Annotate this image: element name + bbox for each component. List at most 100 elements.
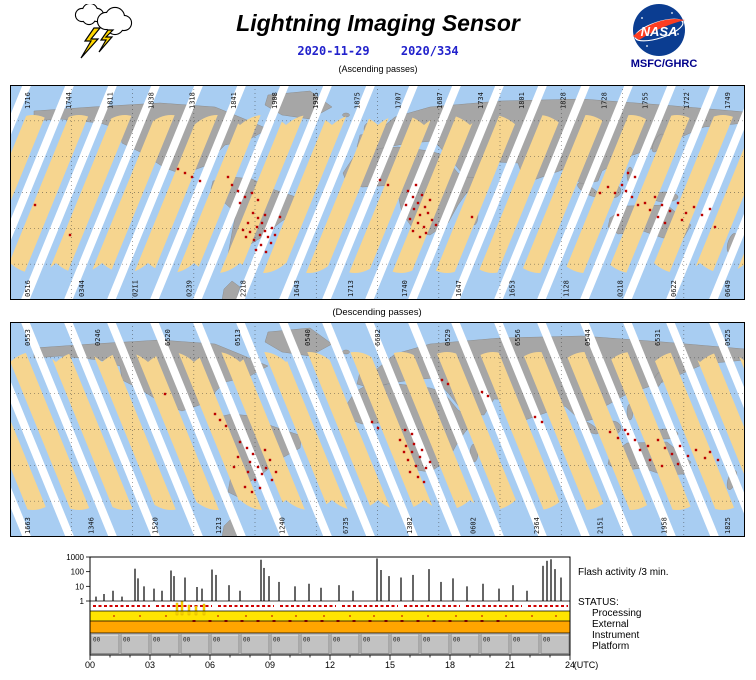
platform-box-label: 00 [123, 637, 131, 644]
flash-dot [33, 203, 37, 207]
orbit-label: 1318 [189, 92, 197, 109]
flash-dot [236, 189, 240, 193]
flash-dot [412, 442, 416, 446]
flash-dot [470, 215, 474, 219]
flash-dot [616, 436, 620, 440]
ascending-passes-map: 1716 1744 1811 1838 1318 1841 1908 1935 1875 1707… [10, 85, 745, 300]
platform-status-boxes: 00 00 00 00 00 00 00 00 00 00 00 00 00 00 00 00 [90, 634, 570, 654]
orbit-label: 1935 [312, 92, 320, 109]
red-swoosh [633, 19, 685, 40]
orbit-label: 1728 [601, 92, 609, 109]
platform-box-label: 00 [543, 637, 551, 644]
descending-passes-caption: (Descending passes) [332, 307, 421, 318]
orbit-label: 0622 [670, 280, 678, 297]
orbit-label: 0602 [470, 517, 478, 534]
flash-dot [686, 454, 690, 458]
flash-activity-spikes [95, 558, 562, 601]
platform-box-label: 00 [183, 637, 191, 644]
flash-activity-label: Flash activity /3 min. [578, 567, 669, 578]
flash-dot [260, 221, 264, 225]
flash-dot [278, 215, 282, 219]
platform-box-label: 00 [453, 637, 461, 644]
flash-dot [198, 179, 202, 183]
flash-dot [263, 229, 267, 233]
flash-dot [408, 470, 412, 474]
flash-dot [648, 208, 652, 212]
page-title: Lightning Imaging Sensor [236, 10, 520, 36]
orbit-label: 6602 [374, 329, 382, 346]
x-tick-label: 00 [85, 660, 95, 670]
flash-dot [264, 466, 268, 470]
status-row-label-external: External [592, 619, 629, 630]
status-row-label-processing: Processing [592, 608, 642, 619]
flash-dot [643, 201, 647, 205]
flash-dot [440, 378, 444, 382]
flash-dot [623, 428, 627, 432]
flash-dot [251, 211, 255, 215]
flash-dot [608, 430, 612, 434]
flash-dot [423, 205, 427, 209]
grid-lines [10, 322, 745, 537]
flash-dot [404, 444, 408, 448]
flash-dot [418, 455, 422, 459]
flash-dot [703, 456, 707, 460]
flash-dot [663, 446, 667, 450]
y-axis-ticks [86, 556, 90, 602]
flash-dot [163, 392, 167, 396]
orbit-label: 2151 [597, 517, 605, 534]
orbit-label: 1346 [88, 517, 96, 534]
flash-dot [250, 490, 254, 494]
lightning-flash-dots [163, 378, 720, 494]
x-tick-label: 06 [205, 660, 215, 670]
flash-dot [406, 458, 410, 462]
flash-dot [660, 203, 664, 207]
nasa-logo: NASA [628, 3, 690, 59]
nasa-wordmark: NASA [641, 24, 678, 39]
storm-icon-svg [74, 2, 133, 59]
flash-dot [648, 458, 652, 462]
status-row-label-instrument: Instrument [592, 630, 640, 641]
platform-box-label: 00 [333, 637, 341, 644]
external-status-marks [113, 600, 557, 617]
orbit-label: 0525 [724, 329, 732, 346]
flash-dot [243, 195, 247, 199]
flash-dot [256, 216, 260, 220]
instrument-row [90, 621, 570, 633]
orbit-label: 0218 [616, 280, 624, 297]
flash-dot [236, 455, 240, 459]
flash-dot [250, 191, 254, 195]
flash-dot [676, 462, 680, 466]
lightning-flash-dots [33, 167, 717, 254]
orbit-label: 1811 [106, 92, 114, 109]
flash-dot [254, 248, 258, 252]
orbit-label: 0239 [186, 280, 194, 297]
flash-dot [412, 207, 416, 211]
orbit-labels-bottom: 0516 0344 0211 0239 2218 1643 1713 1740 1647 1653… [24, 280, 732, 297]
orbit-label: 1825 [724, 517, 732, 534]
flash-dot [422, 225, 426, 229]
external-row [90, 611, 570, 621]
orbit-label: 0516 [24, 280, 32, 297]
flash-dot [410, 450, 414, 454]
orbit-label: 1838 [148, 92, 156, 109]
agency-label: MSFC/GHRC [630, 58, 698, 70]
orbit-label: 1734 [477, 92, 485, 109]
lightning-bolt-icon-2 [98, 29, 115, 53]
flash-dot [258, 233, 262, 237]
flash-dot [411, 229, 415, 233]
orbit-label: 6735 [342, 517, 350, 534]
orbit-label: 6520 [164, 329, 172, 346]
orbit-label: 1302 [406, 517, 414, 534]
grid-lines [10, 85, 745, 300]
map-border [10, 85, 745, 300]
orbit-label: 1875 [353, 92, 361, 109]
flash-dot [259, 243, 263, 247]
orbit-label: 1958 [660, 517, 668, 534]
flash-dot [660, 464, 664, 468]
orbit-label: 6556 [514, 329, 522, 346]
storm-cloud-lightning-icon [70, 2, 134, 64]
orbit-label: 1240 [279, 517, 287, 534]
flash-dot [624, 189, 628, 193]
date-line: 2020-11-29 2020/334 [0, 44, 756, 58]
flash-dot [708, 207, 712, 211]
